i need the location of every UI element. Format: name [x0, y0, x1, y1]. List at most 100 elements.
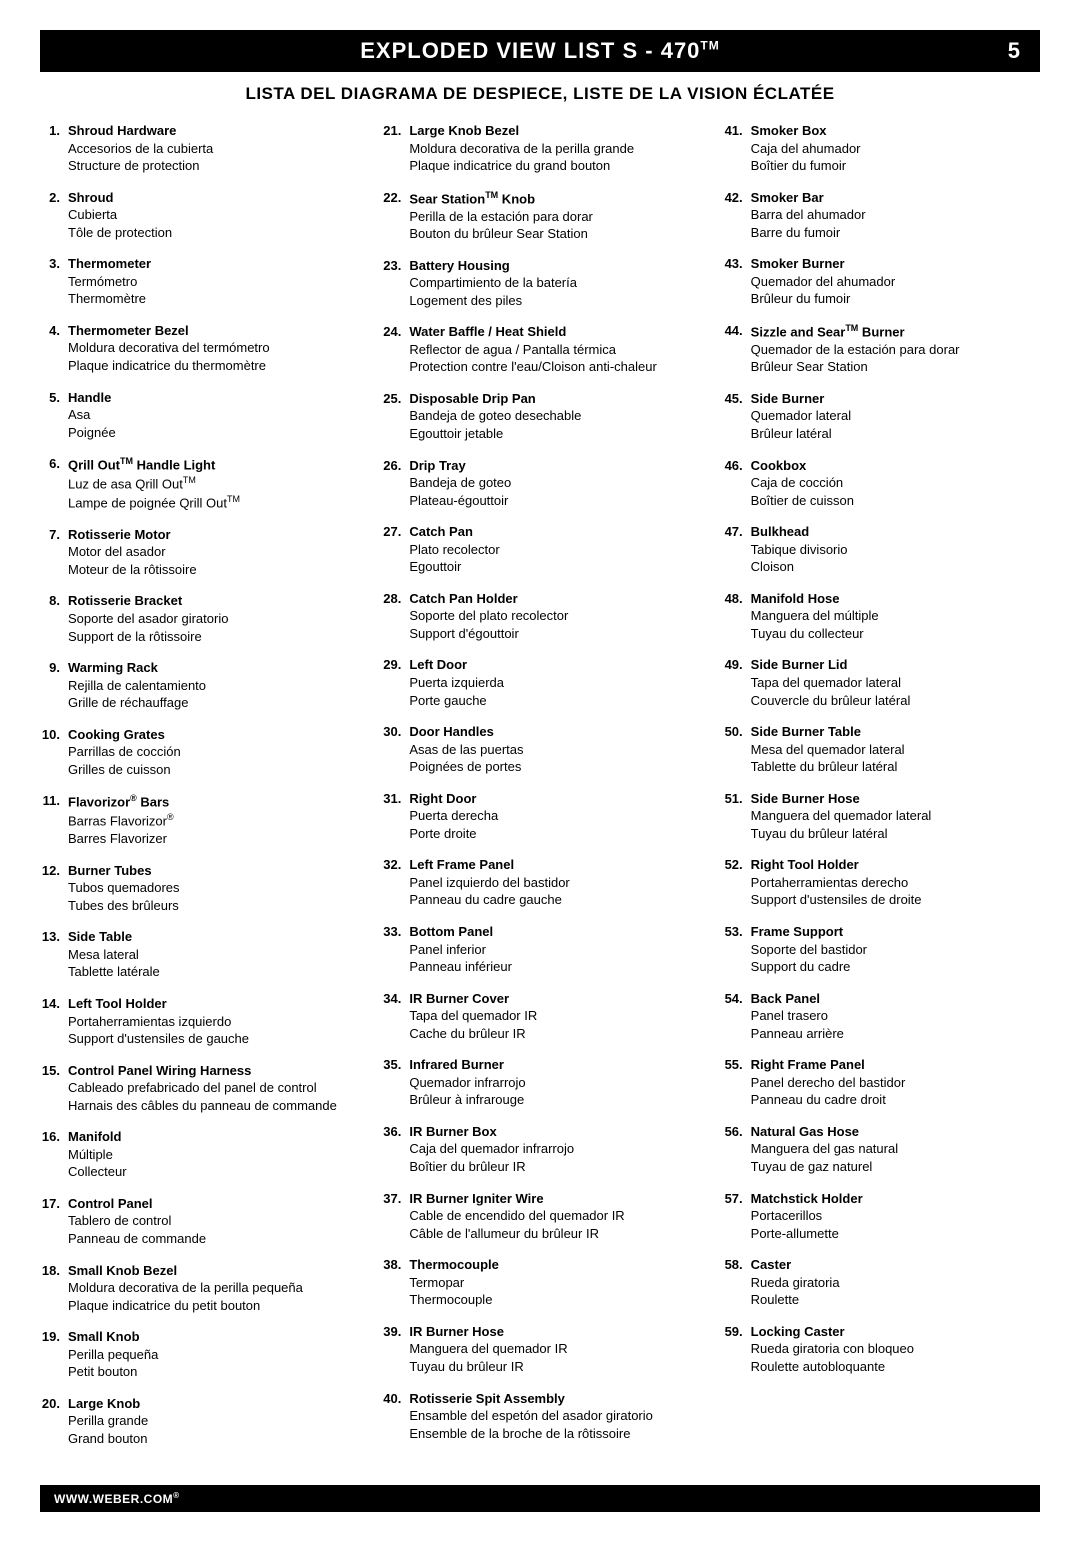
item-label-en: IR Burner Cover	[409, 990, 698, 1008]
item-label-es: Manguera del múltiple	[751, 607, 1040, 625]
list-item: 23.Battery HousingCompartimiento de la b…	[381, 257, 698, 310]
item-body: IR Burner HoseManguera del quemador IRTu…	[409, 1323, 698, 1376]
item-label-fr: Tubes des brûleurs	[68, 897, 357, 915]
item-label-es: Perilla grande	[68, 1412, 357, 1430]
item-label-es: Soporte del plato recolector	[409, 607, 698, 625]
item-label-en: Battery Housing	[409, 257, 698, 275]
item-label-es: Caja del quemador infrarrojo	[409, 1140, 698, 1158]
item-label-fr: Brûleur latéral	[751, 425, 1040, 443]
item-label-es: Rueda giratoria	[751, 1274, 1040, 1292]
item-number: 16.	[40, 1128, 68, 1181]
item-label-fr: Poignées de portes	[409, 758, 698, 776]
list-item: 59.Locking CasterRueda giratoria con blo…	[723, 1323, 1040, 1376]
item-number: 33.	[381, 923, 409, 976]
item-label-en: Natural Gas Hose	[751, 1123, 1040, 1141]
item-number: 43.	[723, 255, 751, 308]
item-label-en: Large Knob	[68, 1395, 357, 1413]
item-number: 23.	[381, 257, 409, 310]
item-label-fr: Grilles de cuisson	[68, 761, 357, 779]
item-body: Catch Pan HolderSoporte del plato recole…	[409, 590, 698, 643]
list-item: 13.Side TableMesa lateralTablette latéra…	[40, 928, 357, 981]
item-body: Rotisserie BracketSoporte del asador gir…	[68, 592, 357, 645]
item-body: Side Burner HoseManguera del quemador la…	[751, 790, 1040, 843]
item-label-en: Control Panel	[68, 1195, 357, 1213]
list-item: 6.Qrill OutTM Handle LightLuz de asa Qri…	[40, 455, 357, 512]
item-label-fr: Porte gauche	[409, 692, 698, 710]
item-body: Flavorizor® BarsBarras Flavorizor®Barres…	[68, 792, 357, 847]
item-label-es: Barra del ahumador	[751, 206, 1040, 224]
item-label-es: Moldura decorativa de la perilla pequeña	[68, 1279, 357, 1297]
item-number: 24.	[381, 323, 409, 376]
parts-column: 1.Shroud HardwareAccesorios de la cubier…	[40, 122, 357, 1461]
item-body: Side Burner TableMesa del quemador later…	[751, 723, 1040, 776]
item-number: 14.	[40, 995, 68, 1048]
item-label-fr: Support d'ustensiles de droite	[751, 891, 1040, 909]
item-label-es: Compartimiento de la batería	[409, 274, 698, 292]
item-body: ThermometerTermómetroThermomètre	[68, 255, 357, 308]
item-label-fr: Porte droite	[409, 825, 698, 843]
item-label-fr: Panneau de commande	[68, 1230, 357, 1248]
item-label-en: Left Frame Panel	[409, 856, 698, 874]
item-label-fr: Poignée	[68, 424, 357, 442]
item-number: 6.	[40, 455, 68, 512]
item-body: Frame SupportSoporte del bastidorSupport…	[751, 923, 1040, 976]
item-body: Side Burner LidTapa del quemador lateral…	[751, 656, 1040, 709]
item-number: 49.	[723, 656, 751, 709]
item-label-fr: Grand bouton	[68, 1430, 357, 1448]
item-label-en: Frame Support	[751, 923, 1040, 941]
item-number: 52.	[723, 856, 751, 909]
item-label-fr: Tuyau du brûleur latéral	[751, 825, 1040, 843]
item-label-en: Disposable Drip Pan	[409, 390, 698, 408]
item-label-es: Termopar	[409, 1274, 698, 1292]
item-number: 11.	[40, 792, 68, 847]
item-body: CasterRueda giratoriaRoulette	[751, 1256, 1040, 1309]
item-label-es: Moldura decorativa del termómetro	[68, 339, 357, 357]
item-label-es: Parrillas de cocción	[68, 743, 357, 761]
item-label-es: Manguera del quemador lateral	[751, 807, 1040, 825]
item-body: ThermocoupleTermoparThermocouple	[409, 1256, 698, 1309]
item-number: 28.	[381, 590, 409, 643]
item-number: 27.	[381, 523, 409, 576]
page-title: EXPLODED VIEW LIST S - 470TM	[90, 38, 990, 64]
item-body: Right DoorPuerta derechaPorte droite	[409, 790, 698, 843]
item-body: Disposable Drip PanBandeja de goteo dese…	[409, 390, 698, 443]
item-label-es: Panel inferior	[409, 941, 698, 959]
item-number: 35.	[381, 1056, 409, 1109]
list-item: 3.ThermometerTermómetroThermomètre	[40, 255, 357, 308]
item-label-en: Right Door	[409, 790, 698, 808]
item-label-en: Catch Pan Holder	[409, 590, 698, 608]
list-item: 5.HandleAsaPoignée	[40, 389, 357, 442]
item-label-es: Tapa del quemador lateral	[751, 674, 1040, 692]
list-item: 35.Infrared BurnerQuemador infrarrojoBrû…	[381, 1056, 698, 1109]
item-number: 48.	[723, 590, 751, 643]
list-item: 54.Back PanelPanel traseroPanneau arrièr…	[723, 990, 1040, 1043]
header-bar: EXPLODED VIEW LIST S - 470TM 5	[40, 30, 1040, 72]
item-label-es: Accesorios de la cubierta	[68, 140, 357, 158]
item-label-en: Right Frame Panel	[751, 1056, 1040, 1074]
item-label-es: Asas de las puertas	[409, 741, 698, 759]
list-item: 1.Shroud HardwareAccesorios de la cubier…	[40, 122, 357, 175]
list-item: 33.Bottom PanelPanel inferiorPanneau inf…	[381, 923, 698, 976]
item-label-fr: Collecteur	[68, 1163, 357, 1181]
list-item: 43.Smoker BurnerQuemador del ahumadorBrû…	[723, 255, 1040, 308]
item-number: 25.	[381, 390, 409, 443]
item-body: ManifoldMúltipleCollecteur	[68, 1128, 357, 1181]
parts-column: 41.Smoker BoxCaja del ahumadorBoîtier du…	[723, 122, 1040, 1461]
item-label-fr: Egouttoir	[409, 558, 698, 576]
item-number: 7.	[40, 526, 68, 579]
item-body: Drip TrayBandeja de goteoPlateau-égoutto…	[409, 457, 698, 510]
list-item: 8.Rotisserie BracketSoporte del asador g…	[40, 592, 357, 645]
item-body: Thermometer BezelMoldura decorativa del …	[68, 322, 357, 375]
item-body: Smoker BoxCaja del ahumadorBoîtier du fu…	[751, 122, 1040, 175]
list-item: 21.Large Knob BezelMoldura decorativa de…	[381, 122, 698, 175]
item-label-fr: Roulette	[751, 1291, 1040, 1309]
item-body: Qrill OutTM Handle LightLuz de asa Qrill…	[68, 455, 357, 512]
list-item: 17.Control PanelTablero de controlPannea…	[40, 1195, 357, 1248]
list-item: 30.Door HandlesAsas de las puertasPoigné…	[381, 723, 698, 776]
footer-bar: WWW.WEBER.COM®	[40, 1485, 1040, 1512]
item-label-es: Perilla pequeña	[68, 1346, 357, 1364]
item-number: 3.	[40, 255, 68, 308]
item-label-fr: Tablette latérale	[68, 963, 357, 981]
item-label-es: Múltiple	[68, 1146, 357, 1164]
item-label-fr: Egouttoir jetable	[409, 425, 698, 443]
